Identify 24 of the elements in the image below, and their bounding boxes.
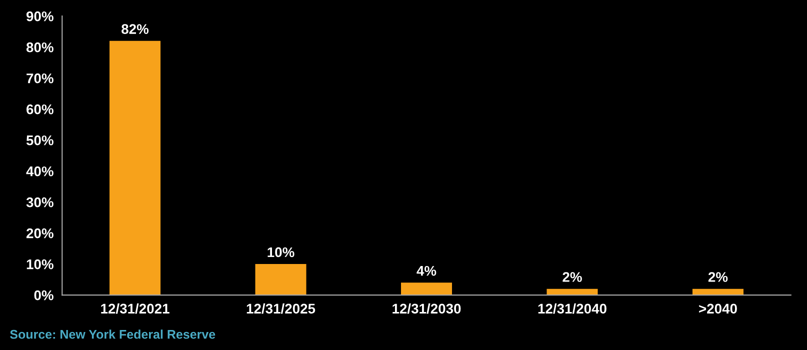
x-tick-label: >2040 — [699, 304, 737, 314]
x-tick-label: 12/31/2025 — [246, 303, 316, 314]
y-tick-label: 20% — [26, 228, 54, 238]
x-tick-label: 12/31/2030 — [392, 303, 461, 314]
data-label: 4% — [416, 266, 436, 276]
data-label: 82% — [122, 24, 149, 34]
y-tick-label: 10% — [26, 259, 54, 270]
y-tick-label: 80% — [26, 42, 54, 52]
x-tick-label: 12/31/2021 — [101, 303, 170, 314]
bar — [255, 264, 306, 296]
y-tick-label: 40% — [26, 166, 54, 176]
source-note: Source: New York Federal Reserve — [10, 330, 216, 339]
y-tick-label: 30% — [26, 197, 54, 208]
y-tick-label: 0% — [34, 290, 54, 300]
y-tick-label: 90% — [26, 11, 54, 22]
y-tick-label: 60% — [26, 104, 54, 114]
y-tick-label: 70% — [26, 73, 54, 84]
data-label: 10% — [268, 247, 294, 258]
bar — [110, 40, 161, 296]
data-label: 2% — [562, 272, 582, 282]
y-tick-label: 50% — [26, 135, 54, 146]
data-label: 2% — [708, 272, 728, 282]
x-tick-label: 12/31/2040 — [538, 303, 606, 314]
bar — [400, 282, 452, 296]
